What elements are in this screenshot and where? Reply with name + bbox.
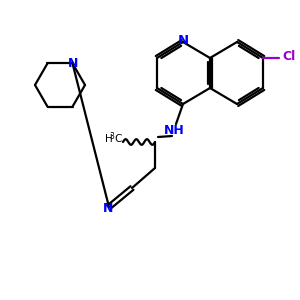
Text: 3: 3 bbox=[110, 132, 114, 141]
Text: H: H bbox=[105, 134, 113, 144]
Text: Cl: Cl bbox=[282, 50, 295, 64]
Text: C: C bbox=[114, 134, 122, 144]
Text: N: N bbox=[68, 57, 79, 70]
Text: NH: NH bbox=[164, 124, 184, 137]
Text: N: N bbox=[103, 202, 113, 214]
Text: N: N bbox=[177, 34, 189, 47]
